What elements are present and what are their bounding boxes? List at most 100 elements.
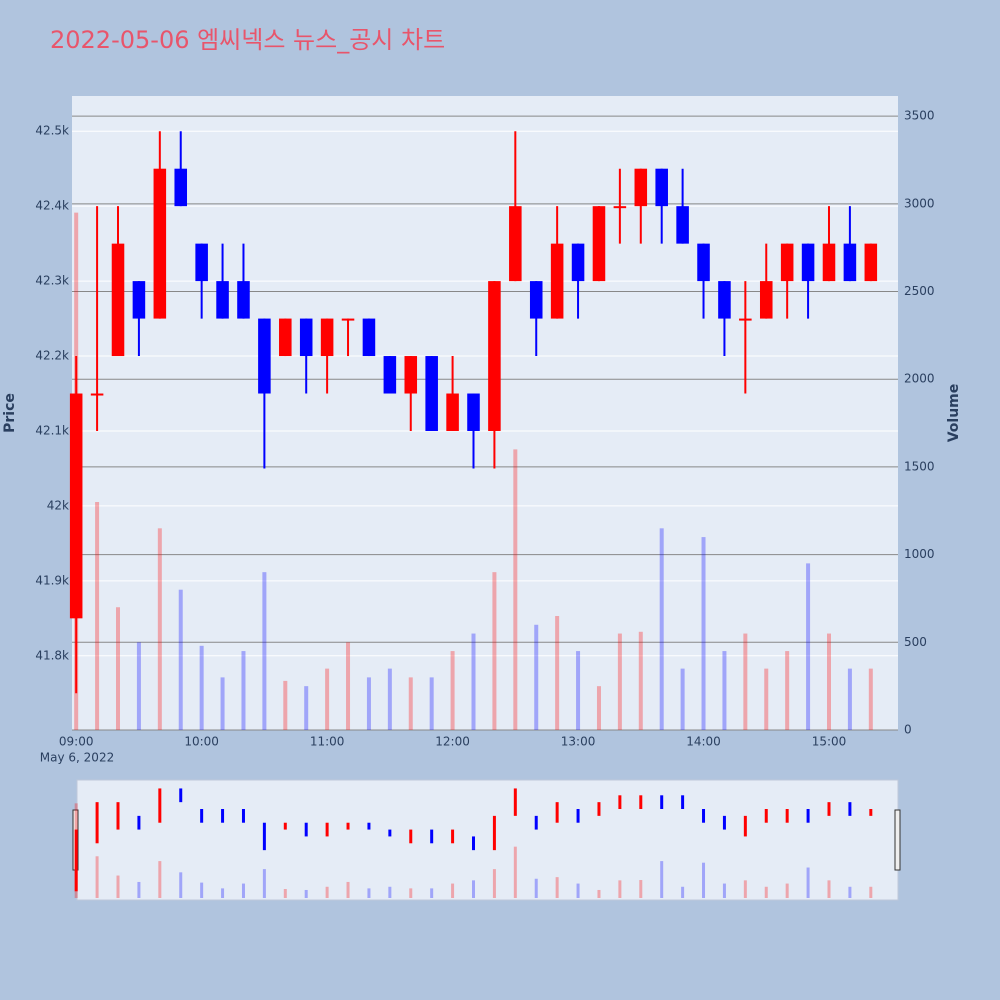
slider-volume-bar xyxy=(597,889,601,898)
y-tick-label: 42.5k xyxy=(35,124,69,138)
x-tick-label: 10:00 xyxy=(184,735,219,749)
candle-body xyxy=(299,318,313,357)
candle-body xyxy=(90,393,104,396)
volume-bar xyxy=(220,677,225,730)
volume-bar xyxy=(555,616,560,730)
candle-body xyxy=(320,318,334,357)
candle-body xyxy=(488,281,501,431)
x-tick-label: 15:00 xyxy=(812,735,847,749)
volume-bar xyxy=(346,642,351,730)
volume-bar xyxy=(680,668,685,730)
slider-volume-bar xyxy=(702,862,706,898)
y-tick-label: 42k xyxy=(47,498,69,512)
volume-bar xyxy=(617,633,622,730)
volume-bar xyxy=(722,651,727,730)
candle-body xyxy=(718,281,731,319)
candle-body xyxy=(697,243,710,282)
range-handle[interactable] xyxy=(894,809,901,871)
volume-bar xyxy=(241,651,246,730)
volume-bar xyxy=(304,686,309,730)
slider-volume-bar xyxy=(451,883,455,898)
candle-body xyxy=(279,318,292,357)
range-slider[interactable] xyxy=(76,779,899,901)
slider-volume-bar xyxy=(576,883,580,898)
slider-volume-bar xyxy=(283,889,287,898)
volume-bar xyxy=(450,651,455,730)
volume-bar xyxy=(826,633,831,730)
volume-bar xyxy=(199,645,204,730)
candle-body xyxy=(195,243,208,282)
volume-bar xyxy=(492,572,497,730)
candle-body xyxy=(759,281,773,319)
slider-volume-bar xyxy=(95,856,99,898)
volume-bar xyxy=(262,572,267,730)
slider-volume-bar xyxy=(116,875,120,898)
slider-volume-bar xyxy=(555,877,559,898)
candle-body xyxy=(529,281,543,319)
candle-body xyxy=(383,356,397,394)
volume-bar xyxy=(847,668,852,730)
volume-bar xyxy=(408,677,413,730)
candle-body xyxy=(801,243,815,282)
volume-bar xyxy=(95,502,100,730)
x-tick-label: 09:00 xyxy=(59,735,94,749)
slider-volume-bar xyxy=(137,881,141,898)
slider-volume-bar xyxy=(827,880,831,898)
candle-body xyxy=(258,318,271,394)
slider-volume-bar xyxy=(262,869,266,898)
candle-body xyxy=(739,318,752,321)
candle-body xyxy=(550,243,564,319)
y2-tick-label: 1500 xyxy=(904,459,935,473)
slider-volume-bar xyxy=(179,872,183,898)
candle-body xyxy=(634,168,648,207)
candle-body xyxy=(864,243,878,282)
volume-bar xyxy=(116,607,121,730)
slider-volume-bar xyxy=(681,886,685,898)
candle-body xyxy=(425,356,438,431)
candle-body xyxy=(216,281,229,319)
x-date-label: May 6, 2022 xyxy=(40,751,114,765)
candle-body xyxy=(237,281,250,319)
volume-bar xyxy=(868,668,873,730)
x-tick-label: 11:00 xyxy=(310,735,345,749)
y2-tick-label: 500 xyxy=(904,635,927,649)
volume-bar xyxy=(178,589,183,730)
candle-body xyxy=(467,393,480,431)
candle-body xyxy=(111,243,125,357)
slider-volume-bar xyxy=(158,861,162,898)
volume-bar xyxy=(534,624,539,730)
slider-volume-bar xyxy=(848,886,852,898)
slider-volume-bar xyxy=(806,867,810,898)
slider-volume-bar xyxy=(304,889,308,898)
slider-volume-bar xyxy=(430,888,434,898)
y2-tick-label: 1000 xyxy=(904,547,935,561)
y-tick-label: 42.3k xyxy=(35,274,69,288)
y2-axis-title: Volume xyxy=(946,384,962,443)
candle-body xyxy=(822,243,836,282)
volume-bar xyxy=(701,537,706,730)
volume-bar xyxy=(513,449,518,730)
volume-bar xyxy=(785,651,790,730)
y2-tick-label: 2000 xyxy=(904,372,935,386)
plot-area xyxy=(72,96,898,730)
slider-volume-bar xyxy=(764,886,768,898)
candle-body xyxy=(69,393,83,619)
slider-volume-bar xyxy=(241,883,245,898)
candle-body xyxy=(613,206,627,209)
candle-body xyxy=(362,318,376,357)
candle-body xyxy=(174,168,188,207)
slider-volume-bar xyxy=(346,881,350,898)
slider-volume-bar xyxy=(743,880,747,898)
x-tick-label: 14:00 xyxy=(686,735,721,749)
volume-bar xyxy=(429,677,434,730)
volume-bar xyxy=(659,528,664,730)
candle-body xyxy=(132,281,146,319)
candle-body xyxy=(592,206,606,282)
volume-bar xyxy=(325,668,330,730)
candle-body xyxy=(153,168,167,319)
slider-volume-bar xyxy=(471,880,475,898)
slider-volume-bar xyxy=(325,886,329,898)
candle-body xyxy=(446,393,459,431)
slider-volume-bar xyxy=(388,886,392,898)
